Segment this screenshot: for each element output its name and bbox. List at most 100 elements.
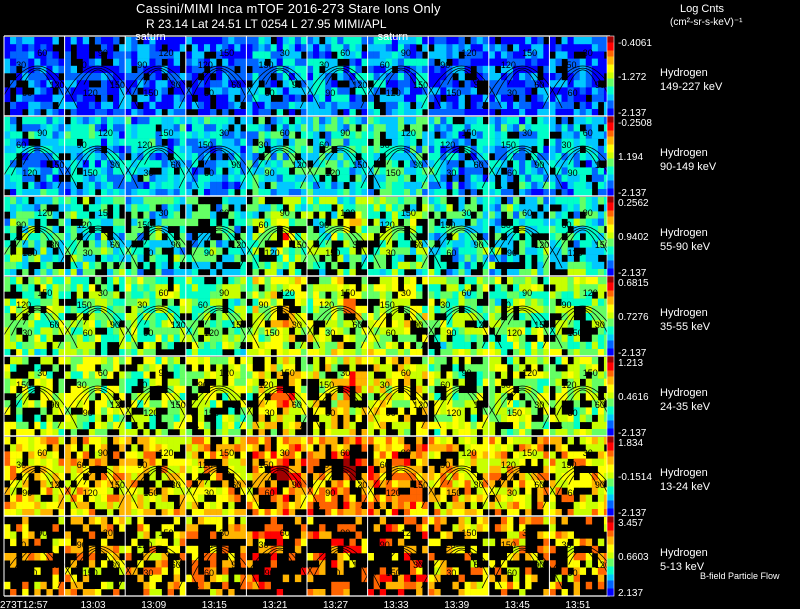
contour-label: 90 bbox=[231, 160, 241, 170]
contour-label: 150 bbox=[110, 480, 125, 490]
contour-label: 90 bbox=[77, 140, 87, 150]
contour-label: 30 bbox=[231, 400, 241, 410]
contour-label: 150 bbox=[474, 400, 489, 410]
species-label: Hydrogen 55-90 keV bbox=[660, 226, 710, 254]
contour-label: 90 bbox=[137, 460, 147, 470]
colorbar-max-label: 1.213 bbox=[618, 358, 643, 369]
contour-label: 120 bbox=[401, 128, 416, 138]
contour-label: 30 bbox=[22, 328, 32, 338]
contour-label: 150 bbox=[83, 168, 98, 178]
contour-label: 60 bbox=[501, 300, 511, 310]
contour-label: 60 bbox=[292, 400, 302, 410]
contour-label: 60 bbox=[83, 328, 93, 338]
colorbar-mid-label: -1.272 bbox=[618, 72, 647, 83]
contour-label: 150 bbox=[77, 300, 92, 310]
colorbar-min-label: -2.137 bbox=[618, 428, 647, 439]
contour-label: 150 bbox=[583, 368, 598, 378]
contour-label: 90 bbox=[386, 408, 396, 418]
contour-label: 120 bbox=[98, 128, 113, 138]
contour-label: 30 bbox=[474, 80, 484, 90]
contour-label: 90 bbox=[340, 528, 350, 538]
contour-label: 150 bbox=[595, 240, 610, 250]
time-tick-label: 13:45 bbox=[505, 600, 530, 609]
contour-label: 90 bbox=[265, 168, 275, 178]
contour-label: 90 bbox=[474, 240, 484, 250]
contour-label: 60 bbox=[77, 460, 87, 470]
contour-label: 150 bbox=[413, 80, 428, 90]
contour-label: 30 bbox=[137, 300, 147, 310]
contour-label: 30 bbox=[110, 160, 120, 170]
contour-label: 150 bbox=[386, 568, 401, 578]
contour-label: 60 bbox=[319, 540, 329, 550]
colorbar-mid-label: 0.4616 bbox=[618, 392, 649, 403]
contour-label: 150 bbox=[159, 528, 174, 538]
contour-label: 120 bbox=[137, 540, 152, 550]
contour-label: 90 bbox=[583, 208, 593, 218]
contour-label: 150 bbox=[352, 160, 367, 170]
contour-label: 30 bbox=[401, 288, 411, 298]
contour-label: 150 bbox=[352, 560, 367, 570]
contour-label: 150 bbox=[83, 568, 98, 578]
contour-label: 150 bbox=[198, 540, 213, 550]
contour-label: 60 bbox=[568, 488, 578, 498]
contour-label: 120 bbox=[386, 88, 401, 98]
contour-label: 30 bbox=[562, 540, 572, 550]
contour-label: 60 bbox=[340, 448, 350, 458]
contour-label: 120 bbox=[37, 208, 52, 218]
contour-label: 120 bbox=[198, 60, 213, 70]
contour-label: 90 bbox=[340, 128, 350, 138]
contour-label: 60 bbox=[259, 220, 269, 230]
contour-label: 30 bbox=[259, 540, 269, 550]
contour-label: 120 bbox=[352, 80, 367, 90]
contour-label: 60 bbox=[474, 560, 484, 570]
contour-label: 150 bbox=[522, 448, 537, 458]
colorbar-min-label: -2.137 bbox=[618, 268, 647, 279]
bfield-flow-label: B-field Particle Flow bbox=[700, 571, 780, 581]
energy-range: 5-13 keV bbox=[660, 561, 705, 573]
contour-label: 60 bbox=[562, 220, 572, 230]
contour-label: 90 bbox=[77, 540, 87, 550]
colorbar-min-label: 2.137 bbox=[618, 588, 643, 599]
colorbar-min-label: -2.137 bbox=[618, 108, 647, 119]
contour-label: 120 bbox=[280, 288, 295, 298]
species-name: Hydrogen bbox=[660, 467, 708, 479]
contour-label: 90 bbox=[22, 488, 32, 498]
contour-label: 30 bbox=[325, 328, 335, 338]
saturn-marker-label: saturn bbox=[378, 31, 409, 43]
contour-label: 120 bbox=[171, 320, 186, 330]
energy-range: 90-149 keV bbox=[660, 161, 717, 173]
contour-label: 90 bbox=[440, 460, 450, 470]
contour-label: 60 bbox=[16, 140, 26, 150]
contour-label: 60 bbox=[401, 368, 411, 378]
contour-label: 60 bbox=[507, 568, 517, 578]
contour-label: 120 bbox=[340, 208, 355, 218]
contour-label: 90 bbox=[534, 560, 544, 570]
contour-label: 30 bbox=[280, 48, 290, 58]
contour-label: 30 bbox=[501, 220, 511, 230]
species-label: Hydrogen 13-24 keV bbox=[660, 466, 710, 494]
colorbar-max-label: -0.4061 bbox=[618, 38, 652, 49]
contour-label: 60 bbox=[319, 140, 329, 150]
contour-label: 120 bbox=[440, 140, 455, 150]
time-tick-label: 13:27 bbox=[323, 600, 348, 609]
colorbar-min-label: -2.137 bbox=[618, 188, 647, 199]
contour-label: 120 bbox=[50, 80, 65, 90]
contour-label: 150 bbox=[325, 248, 340, 258]
contour-label: 60 bbox=[583, 128, 593, 138]
contour-label: 90 bbox=[280, 208, 290, 218]
contour-label: 30 bbox=[522, 528, 532, 538]
contour-label: 150 bbox=[440, 220, 455, 230]
colorbar-min-label: -2.137 bbox=[618, 508, 647, 519]
contour-label: 30 bbox=[413, 560, 423, 570]
energy-range: 55-90 keV bbox=[660, 241, 711, 253]
energy-range: 13-24 keV bbox=[660, 481, 711, 493]
contour-label: 60 bbox=[98, 368, 108, 378]
contour-label: 90 bbox=[401, 448, 411, 458]
contour-label: 30 bbox=[171, 80, 181, 90]
contour-label: 120 bbox=[50, 480, 65, 490]
contour-label: 90 bbox=[292, 480, 302, 490]
contour-label: 30 bbox=[474, 480, 484, 490]
contour-label: 120 bbox=[98, 528, 113, 538]
contour-label: 30 bbox=[319, 60, 329, 70]
colorbar-min-label: -2.137 bbox=[618, 348, 647, 359]
